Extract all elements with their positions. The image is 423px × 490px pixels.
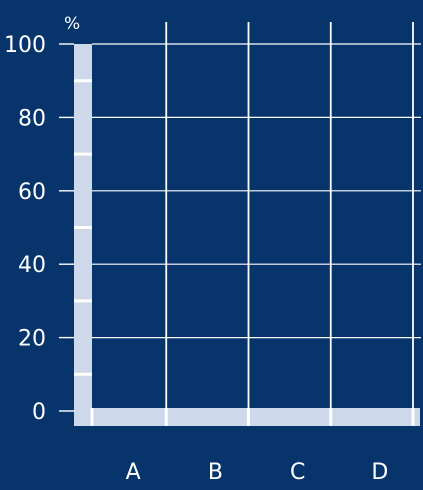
y-axis-band [74, 44, 92, 426]
x-category-label: C [290, 460, 305, 485]
grid-layer [92, 22, 421, 408]
x-category-label: D [371, 460, 388, 485]
axis-layer [59, 43, 420, 426]
y-tick-label: 40 [18, 253, 46, 278]
y-axis-unit-label: % [64, 14, 80, 34]
y-tick-label: 80 [18, 106, 46, 131]
y-tick-label: 60 [18, 180, 46, 205]
label-layer: % 0 20 40 60 80 100 A B C D [4, 14, 388, 485]
y-tick-label: 20 [18, 327, 46, 352]
y-tick-label: 0 [32, 400, 46, 425]
x-category-label: B [208, 460, 223, 485]
x-category-label: A [126, 460, 141, 485]
y-tick-label: 100 [4, 33, 46, 58]
